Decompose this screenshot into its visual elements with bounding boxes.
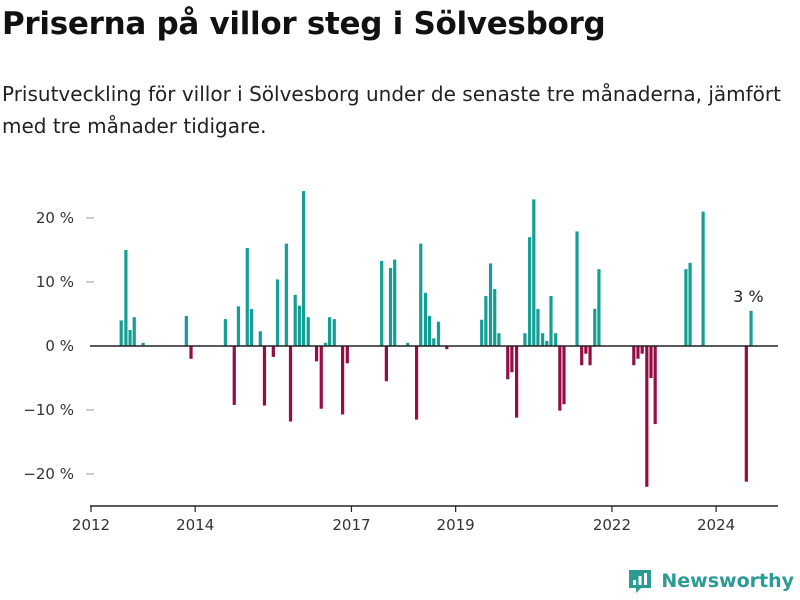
bar bbox=[258, 331, 262, 346]
chart-title: Priserna på villor steg i Sölvesborg bbox=[2, 6, 606, 42]
y-tick-label: −20 % bbox=[23, 465, 74, 483]
bar bbox=[428, 315, 432, 346]
bar bbox=[262, 346, 267, 406]
bar bbox=[749, 310, 753, 346]
bar bbox=[388, 267, 393, 346]
bar bbox=[536, 308, 540, 346]
bar bbox=[132, 317, 136, 346]
bar bbox=[488, 263, 493, 346]
bar bbox=[497, 333, 501, 346]
bar bbox=[436, 321, 441, 346]
y-axis: 20 % 10 % 0 % −10 % −20 % bbox=[23, 209, 94, 483]
bar bbox=[432, 338, 436, 346]
brand-name: Newsworthy bbox=[661, 570, 794, 592]
bar bbox=[597, 269, 601, 346]
bar bbox=[380, 260, 384, 346]
bars-group bbox=[119, 191, 753, 487]
bar bbox=[124, 250, 128, 346]
bar bbox=[184, 315, 188, 346]
y-tick-label: 10 % bbox=[36, 273, 74, 291]
bar bbox=[549, 296, 553, 346]
bar bbox=[554, 333, 558, 346]
latest-value-label: 3 % bbox=[733, 287, 763, 306]
chart-subtitle: Prisutveckling för villor i Sölvesborg u… bbox=[2, 82, 781, 138]
bar bbox=[414, 346, 419, 420]
bar bbox=[119, 320, 123, 346]
bar bbox=[301, 191, 306, 346]
bar bbox=[275, 279, 280, 346]
bar bbox=[245, 248, 249, 346]
bar bbox=[236, 306, 241, 346]
bar bbox=[406, 342, 410, 346]
bar bbox=[701, 211, 705, 346]
newsworthy-brand: Newsworthy bbox=[627, 568, 794, 594]
newsworthy-logo-icon bbox=[629, 570, 652, 593]
bar bbox=[545, 340, 549, 346]
bar bbox=[684, 269, 688, 346]
bar bbox=[636, 346, 640, 359]
bar bbox=[288, 346, 293, 422]
bar bbox=[532, 199, 536, 346]
bar bbox=[480, 319, 484, 346]
bar bbox=[419, 243, 423, 346]
bar bbox=[384, 346, 388, 382]
bar bbox=[293, 294, 297, 346]
bar bbox=[541, 333, 545, 346]
bar bbox=[319, 346, 323, 409]
bar bbox=[584, 346, 588, 354]
bar bbox=[484, 296, 488, 346]
bar bbox=[345, 346, 349, 364]
bar bbox=[223, 319, 227, 346]
bar bbox=[688, 262, 692, 346]
bar bbox=[580, 346, 584, 366]
bar bbox=[284, 243, 288, 346]
bar bbox=[588, 346, 592, 366]
bar bbox=[232, 346, 236, 405]
x-tick-label: 2012 bbox=[72, 516, 110, 534]
bar bbox=[506, 346, 510, 380]
y-tick-label: −10 % bbox=[23, 401, 74, 419]
bar bbox=[528, 237, 532, 346]
y-tick-label: 20 % bbox=[36, 209, 74, 227]
y-tick-label: 0 % bbox=[45, 337, 74, 355]
bar bbox=[332, 319, 336, 346]
bar bbox=[128, 330, 132, 346]
bar bbox=[306, 317, 310, 346]
bar bbox=[515, 346, 519, 418]
x-tick-label: 2019 bbox=[437, 516, 475, 534]
bar bbox=[558, 346, 562, 411]
bar bbox=[249, 308, 254, 346]
bar bbox=[575, 231, 579, 346]
x-tick-label: 2017 bbox=[332, 516, 370, 534]
bar bbox=[493, 289, 497, 346]
bar bbox=[327, 317, 332, 346]
bar bbox=[141, 342, 145, 346]
bar bbox=[341, 346, 345, 415]
bar bbox=[393, 259, 397, 346]
bar bbox=[645, 346, 649, 487]
bar bbox=[523, 333, 527, 346]
bar bbox=[593, 308, 597, 346]
bar bbox=[640, 346, 644, 354]
x-tick-label: 2022 bbox=[593, 516, 631, 534]
bar bbox=[632, 346, 636, 366]
bar bbox=[314, 346, 319, 362]
bar bbox=[189, 346, 193, 359]
bar bbox=[271, 346, 275, 357]
bar bbox=[423, 292, 428, 346]
bar bbox=[562, 346, 566, 405]
bar bbox=[649, 346, 653, 378]
bar bbox=[510, 346, 514, 373]
x-tick-label: 2014 bbox=[176, 516, 214, 534]
bar bbox=[653, 346, 657, 425]
bar bbox=[323, 342, 328, 346]
x-axis: 2012 2014 2017 2019 2022 2024 bbox=[72, 506, 735, 534]
bar bbox=[744, 346, 748, 482]
x-tick-label: 2024 bbox=[697, 516, 735, 534]
bar bbox=[297, 305, 301, 346]
bar bbox=[445, 346, 449, 350]
